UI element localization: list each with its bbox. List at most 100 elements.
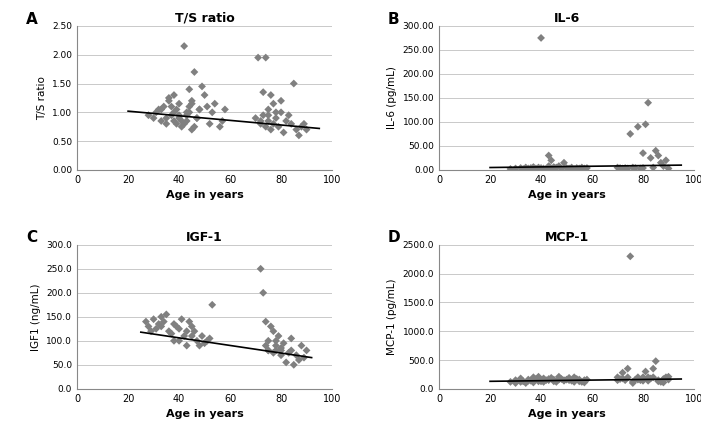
Point (168, 109, 179, 116)
Point (645, 155, 656, 162)
Point (653, 152, 664, 159)
Point (161, 114, 172, 121)
Point (163, 95, 175, 102)
Point (145, 328, 156, 335)
Point (301, 347, 312, 354)
Point (543, 152, 554, 159)
Point (510, 165, 521, 172)
Point (569, 374, 580, 381)
Point (635, 165, 646, 172)
Point (528, 374, 539, 381)
Point (186, 100, 198, 107)
Text: C: C (26, 230, 37, 245)
Point (176, 118, 187, 124)
Point (204, 335, 215, 342)
Text: D: D (388, 230, 401, 245)
Point (255, 121, 266, 127)
Point (217, 118, 228, 124)
Point (536, 378, 547, 385)
Point (566, 377, 577, 384)
Point (191, 114, 203, 121)
Point (617, 369, 628, 376)
Point (184, 109, 195, 116)
Point (622, 165, 633, 172)
Point (148, 316, 159, 323)
Y-axis label: IGF1 (ng/mL): IGF1 (ng/mL) (31, 283, 41, 350)
Point (658, 375, 669, 382)
Point (179, 43, 190, 50)
Point (523, 165, 534, 172)
Point (658, 379, 669, 386)
Point (255, 118, 266, 124)
Point (285, 121, 297, 127)
Point (288, 361, 299, 368)
Point (663, 376, 674, 383)
Point (533, 164, 544, 171)
Point (166, 103, 177, 110)
Point (278, 340, 290, 346)
Point (189, 69, 200, 76)
Point (161, 121, 172, 127)
Point (252, 54, 264, 61)
Point (153, 321, 164, 327)
Point (275, 97, 287, 104)
Point (268, 121, 279, 127)
Point (653, 378, 664, 385)
Point (564, 375, 575, 381)
Point (551, 164, 562, 171)
Point (283, 349, 294, 356)
Point (622, 374, 633, 381)
Point (581, 376, 592, 383)
Point (612, 374, 623, 381)
Point (191, 337, 203, 344)
Point (637, 149, 648, 156)
Point (573, 165, 585, 172)
Point (643, 377, 654, 384)
Point (265, 323, 276, 330)
Point (660, 157, 672, 164)
Point (275, 345, 287, 352)
Point (615, 165, 626, 172)
Point (181, 342, 192, 349)
Point (655, 159, 667, 166)
Point (553, 162, 564, 169)
Point (156, 106, 167, 113)
Point (548, 376, 559, 383)
Point (250, 114, 261, 121)
Point (538, 165, 549, 172)
Point (199, 92, 210, 98)
Point (663, 165, 674, 172)
Point (536, 165, 547, 172)
Point (166, 112, 177, 119)
Point (553, 373, 564, 380)
Point (271, 347, 282, 354)
Point (271, 109, 282, 116)
Point (199, 340, 210, 346)
Point (648, 164, 659, 171)
Point (551, 378, 562, 385)
Point (545, 165, 557, 172)
Point (576, 378, 587, 385)
Point (545, 375, 557, 381)
Point (173, 114, 184, 121)
Point (181, 328, 192, 335)
Point (632, 376, 644, 383)
Point (194, 106, 205, 113)
Point (528, 164, 539, 171)
Point (540, 165, 552, 172)
Point (191, 114, 203, 121)
Point (648, 365, 659, 372)
Point (548, 165, 559, 172)
Point (556, 375, 567, 382)
Point (553, 376, 564, 383)
Point (620, 165, 631, 172)
Point (265, 92, 276, 98)
Point (525, 165, 536, 172)
Point (179, 333, 190, 340)
Point (271, 342, 282, 349)
Point (505, 378, 516, 385)
Point (536, 35, 547, 41)
Point (548, 378, 559, 385)
Point (148, 114, 159, 121)
Point (632, 123, 644, 130)
